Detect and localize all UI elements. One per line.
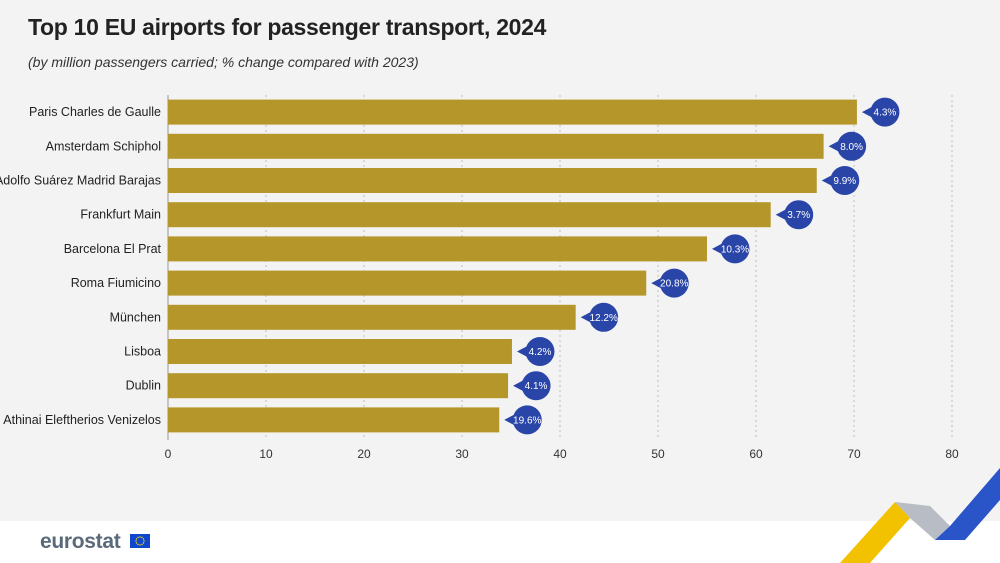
- change-label: 3.7%: [787, 210, 810, 221]
- bar: [168, 202, 771, 228]
- change-label: 19.6%: [513, 415, 541, 426]
- change-label: 12.2%: [590, 313, 618, 324]
- category-label: Athinai Eleftherios Venizelos: [3, 413, 161, 427]
- change-badge: [525, 337, 555, 366]
- change-label: 4.1%: [525, 381, 548, 392]
- x-tick-label: 30: [455, 447, 469, 461]
- change-badge: [512, 405, 542, 435]
- change-badge: [830, 166, 860, 195]
- badge-pointer: [712, 243, 722, 254]
- badge-pointer: [580, 312, 591, 323]
- change-label: 8.0%: [840, 142, 863, 153]
- bar: [168, 236, 707, 262]
- bar: [168, 339, 512, 364]
- x-tick-label: 40: [553, 447, 567, 461]
- x-tick-label: 50: [651, 447, 665, 461]
- chart-subtitle: (by million passengers carried; % change…: [28, 54, 419, 70]
- change-badge: [659, 268, 689, 298]
- change-label: 9.9%: [833, 176, 856, 187]
- x-tick-label: 60: [749, 447, 763, 461]
- bar: [168, 168, 817, 193]
- change-badge: [870, 97, 900, 127]
- x-tick-label: 0: [165, 447, 172, 461]
- change-label: 4.3%: [874, 108, 897, 119]
- eurostat-logo: eurostat: [40, 530, 121, 553]
- category-label: Lisboa: [124, 345, 161, 359]
- category-label: Barcelona El Prat: [64, 242, 162, 256]
- x-tick-label: 10: [259, 447, 273, 461]
- change-badge: [837, 131, 867, 161]
- x-tick-label: 80: [945, 447, 959, 461]
- bar: [168, 407, 500, 433]
- badge-pointer: [861, 107, 872, 118]
- bar: [168, 270, 647, 296]
- change-label: 4.2%: [529, 347, 552, 358]
- footer-bar: [0, 521, 1000, 563]
- category-label: Adolfo Suárez Madrid Barajas: [0, 174, 161, 188]
- bar: [168, 304, 576, 330]
- x-tick-label: 20: [357, 447, 371, 461]
- bar: [168, 133, 824, 159]
- chart-title: Top 10 EU airports for passenger transpo…: [28, 14, 547, 40]
- decorative-swoosh-icon: [840, 468, 1000, 563]
- change-badge: [784, 200, 814, 230]
- change-badge: [720, 234, 750, 264]
- category-label: München: [110, 310, 161, 324]
- category-label: Frankfurt Main: [80, 208, 161, 222]
- badge-pointer: [516, 346, 527, 357]
- badge-pointer: [651, 278, 661, 289]
- category-label: Paris Charles de Gaulle: [29, 105, 161, 119]
- category-label: Amsterdam Schiphol: [46, 139, 161, 153]
- badge-pointer: [513, 380, 523, 391]
- change-label: 20.8%: [660, 279, 688, 290]
- bar: [168, 99, 857, 125]
- badge-pointer: [775, 209, 786, 220]
- change-badge: [521, 371, 551, 401]
- x-tick-label: 70: [847, 447, 861, 461]
- change-label: 10.3%: [721, 244, 749, 255]
- badge-pointer: [504, 414, 514, 425]
- category-label: Roma Fiumicino: [71, 276, 161, 290]
- category-label: Dublin: [126, 379, 161, 393]
- badge-pointer: [821, 175, 832, 186]
- badge-pointer: [828, 141, 839, 152]
- bar: [168, 373, 509, 399]
- change-badge: [589, 302, 619, 332]
- eu-flag-icon: [130, 534, 150, 548]
